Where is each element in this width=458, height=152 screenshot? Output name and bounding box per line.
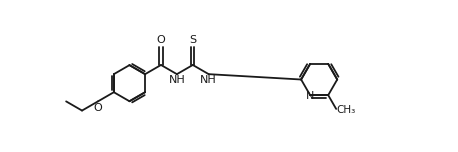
Text: N: N [306,91,314,101]
Text: CH₃: CH₃ [337,105,356,115]
Text: O: O [157,35,165,45]
Text: S: S [189,35,196,45]
Text: O: O [93,103,102,113]
Text: NH: NH [169,75,185,85]
Text: NH: NH [200,75,217,85]
